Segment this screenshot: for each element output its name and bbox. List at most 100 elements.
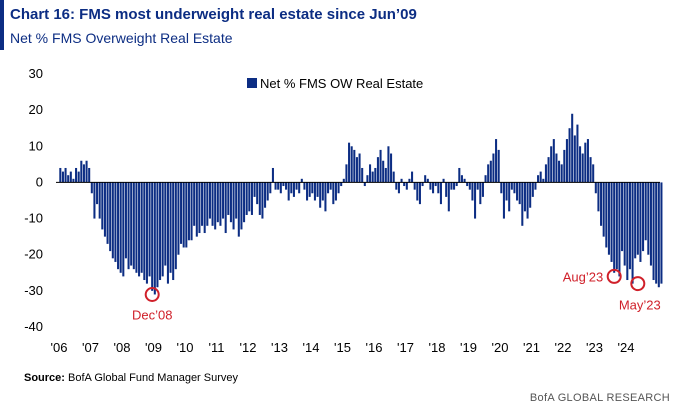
bar [531,182,534,197]
bar [421,182,424,187]
bar [516,182,519,201]
bar [526,182,529,219]
x-tick-label: '21 [523,340,540,355]
bar [264,182,267,208]
bar [172,182,175,281]
bar [287,182,290,201]
bar [348,142,351,183]
y-tick-label: 10 [29,138,43,153]
chart-title: Chart 16: FMS most underweight real esta… [10,6,417,23]
bar [390,153,393,183]
bar [130,182,133,266]
bar [579,146,582,183]
x-tick-label: '11 [209,340,225,355]
bar [138,182,141,277]
bar [418,182,421,205]
bar [222,182,225,219]
bar [460,175,463,183]
bar [639,182,642,262]
bar [69,171,72,183]
bar [245,182,248,215]
bar [64,167,67,183]
bar [182,182,185,248]
bar [103,182,106,237]
bar [366,175,369,183]
bar [353,149,356,183]
x-tick-label: '18 [429,340,446,355]
bar [481,182,484,197]
bar [597,182,600,212]
bar [77,171,80,183]
bar [505,182,508,201]
bar [429,182,432,190]
bar [660,182,663,284]
y-tick-label: -40 [24,319,43,334]
bar [271,167,274,183]
bar [316,182,319,197]
bar [474,182,477,219]
bar [80,160,83,183]
bar [143,182,146,281]
bar [544,164,547,183]
bar [405,182,408,190]
bar [282,182,285,187]
bar [266,182,269,201]
bar [563,149,566,183]
bar [140,182,143,273]
bar [269,182,272,194]
bar [201,182,204,226]
x-tick-label: '14 [303,340,320,355]
x-tick-label: '22 [555,340,572,355]
bar [426,178,429,183]
bar [411,171,414,183]
bar [510,182,513,190]
bar [290,182,293,194]
bar [476,182,479,190]
y-axis: 30 20 10 0 -10 -20 -30 -40 [24,66,43,334]
legend-swatch [247,78,257,88]
bar [361,167,364,183]
x-tick-label: '17 [397,340,414,355]
bar [642,182,645,252]
bar [159,182,162,281]
bar [227,182,230,215]
bar [214,182,217,230]
x-tick-label: '10 [177,340,194,355]
bar [306,182,309,201]
bar [292,182,295,197]
bar [127,182,130,270]
bar [492,153,495,183]
bar [568,128,571,183]
annotation-circle [144,287,160,302]
bar [513,182,516,194]
x-tick-label: '12 [240,340,257,355]
bar [248,182,251,212]
bar [114,182,117,262]
bar [636,182,639,255]
bar [153,182,156,295]
bar [340,182,343,187]
bar [119,182,122,273]
bar [382,160,385,183]
bar [327,182,330,194]
source-label: Source: [24,372,65,384]
bar [279,182,282,194]
bar [466,182,469,187]
bar [484,175,487,183]
bar [106,182,109,244]
bar [487,164,490,183]
bar [453,182,456,190]
bar [334,182,337,201]
bar [500,182,503,194]
bar [618,182,621,277]
bar [300,178,303,183]
bar [392,171,395,183]
bar [523,182,526,212]
bar [185,182,188,248]
annotation-label: Aug’23 [563,269,603,284]
bar [321,182,324,201]
bar [313,182,316,201]
bar [295,182,298,190]
bar [169,182,172,273]
